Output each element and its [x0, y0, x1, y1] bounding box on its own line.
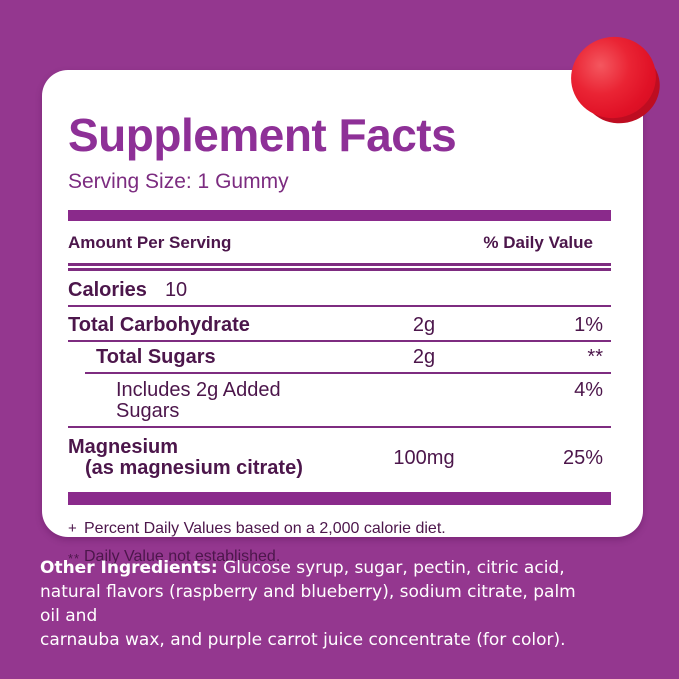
nutrient-amount: 100mg [393, 446, 455, 469]
table-header-row: Amount Per Serving % Daily Value [68, 234, 611, 252]
other-ingredients-line-3: carnauba wax, and purple carrot juice co… [40, 630, 566, 650]
other-ingredients-line-2: natural flavors (raspberry and blueberry… [40, 582, 576, 626]
calories-value: 10 [164, 279, 188, 301]
nutrient-amount: 2g [412, 346, 436, 368]
other-ingredients-label: Other Ingredients: [40, 558, 218, 578]
other-ingredients-line-1: Other Ingredients: Glucose syrup, sugar,… [40, 556, 580, 580]
supplement-facts-card: Supplement Facts Serving Size: 1 Gummy A… [42, 70, 643, 566]
magnesium-label: Magnesium [68, 436, 179, 458]
red-gummy-image [563, 29, 670, 134]
table-row-total-carbohydrate: Total Carbohydrate 2g 1% [68, 307, 611, 342]
footnote-asterisk-marker: ** [68, 551, 81, 566]
divider-bar-bottom [68, 492, 611, 505]
table-row-total-sugars: Total Sugars 2g ** [68, 342, 611, 372]
table-row-calories: Calories 10 [68, 271, 611, 307]
page-title: Supplement Facts [68, 109, 457, 161]
nutrient-daily-value: 4% [574, 379, 603, 401]
footnote-plus-marker: + [68, 520, 77, 537]
nutrient-name: Includes 2g Added Sugars [116, 379, 281, 422]
other-ingredients-text: Glucose syrup, sugar, pectin, citric aci… [217, 558, 565, 578]
table-row-magnesium: Magnesium (as magnesium citrate) 100mg 2… [68, 428, 611, 479]
double-rule [68, 263, 611, 271]
nutrient-name: Magnesium (as magnesium citrate) [68, 437, 349, 479]
nutrient-amount: 2g [412, 314, 436, 336]
serving-size-text: Serving Size: 1 Gummy [68, 170, 289, 193]
footnote-text: Daily Value not established. [84, 548, 281, 565]
supplement-facts-content: Supplement Facts Serving Size: 1 Gummy A… [42, 70, 643, 566]
nutrient-name: Total Carbohydrate [68, 314, 250, 336]
footnote-not-established: ** Daily Value not established. [68, 547, 611, 566]
table-row-added-sugars: Includes 2g Added Sugars 4% [68, 374, 611, 428]
divider-bar-top [68, 210, 611, 221]
header-amount-per-serving: Amount Per Serving [68, 233, 232, 252]
other-ingredients-paragraph: Other Ingredients: Glucose syrup, sugar,… [40, 556, 580, 652]
footnote-daily-values: + Percent Daily Values based on a 2,000 … [68, 519, 611, 538]
magnesium-source: (as magnesium citrate) [85, 457, 303, 479]
nutrient-daily-value: ** [587, 346, 603, 368]
nutrient-daily-value: 25% [562, 446, 603, 469]
indented-rule [85, 372, 611, 374]
nutrient-daily-value: 1% [574, 314, 603, 336]
calories-label: Calories [68, 279, 147, 301]
footnote-text: Percent Daily Values based on a 2,000 ca… [84, 520, 446, 537]
header-daily-value: % Daily Value [483, 233, 593, 252]
nutrient-name: Total Sugars [96, 346, 216, 368]
